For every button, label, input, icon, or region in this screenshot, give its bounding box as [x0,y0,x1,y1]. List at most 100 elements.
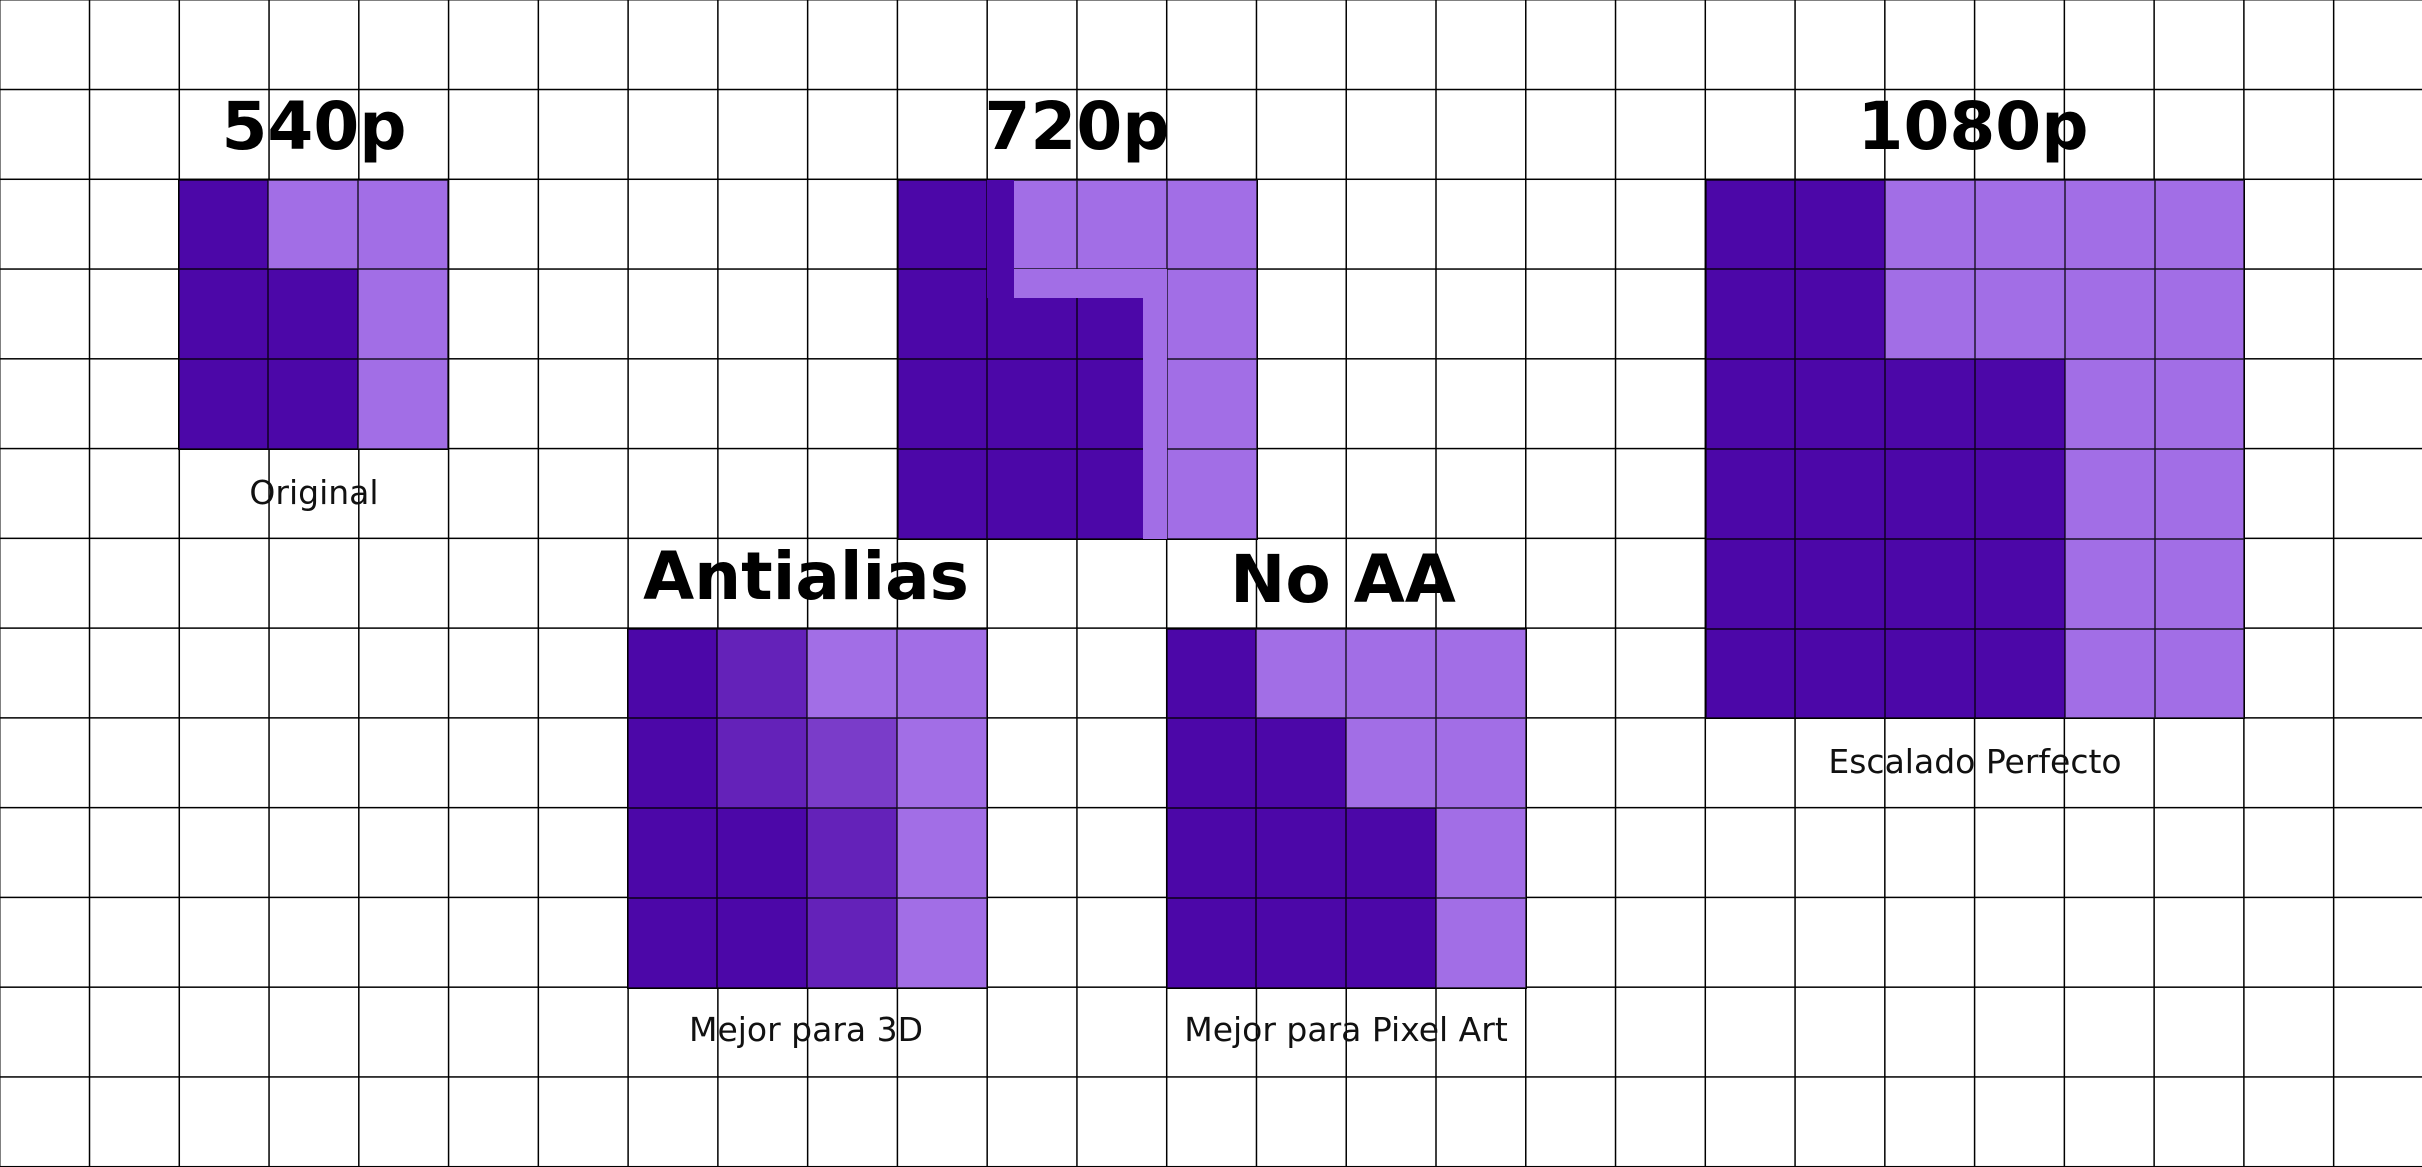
pixel-dark [178,269,269,360]
pixel-light [358,269,448,360]
pixel-dark [1885,628,1975,719]
caption-antialias: Mejor para 3D [688,1010,924,1049]
pixel-dark [1795,448,1886,539]
title-antialias: Antialias [643,538,969,615]
pixel-dark [1885,538,1975,629]
pixel-light [2064,179,2155,270]
title-540p: 540p [221,88,407,165]
caption-1080p: Escalado Perfecto [1828,742,2122,781]
pixel-light [1974,269,2065,360]
pixel-light [1346,628,1436,719]
pixel-dark [1166,718,1257,809]
pixel-dark [178,359,269,449]
pixel-dark [1705,359,1796,449]
pixel-light [1166,448,1257,539]
pixel-light [1346,718,1436,809]
pixel-dark [268,359,359,449]
pixel-dark [1256,808,1347,898]
pixel-dark [1795,359,1886,449]
pixel-light [2154,628,2245,719]
pixel-light [1885,269,1975,360]
pixel-light [2064,628,2155,719]
title-1080p: 1080p [1857,88,2089,165]
pixel-dark [1705,179,1796,270]
caption-540p: Original [249,473,379,512]
pixel-light [1974,179,2065,270]
pixel-medium [717,628,808,719]
pixel-mid-light [807,718,897,809]
pixel-grid-1080p [1704,178,2246,720]
pixel-light [896,897,987,988]
pixel-dark [178,179,269,270]
pixel-dark [1795,179,1886,270]
pixel-light [2154,269,2245,360]
pixel-medium [717,718,808,809]
pixel-light [1435,808,1526,898]
pixel-dark [627,808,718,898]
pixel-dark [268,269,359,360]
pixel-dark [1346,808,1436,898]
pixel-light [1435,718,1526,809]
pixel-dark [1885,359,1975,449]
pixel-light [358,359,448,449]
pixel-dark [1974,628,2065,719]
pixel-dark [1885,448,1975,539]
pixel-light [268,179,359,270]
title-720p: 720p [984,88,1170,165]
pixel-light [2064,448,2155,539]
pixel-medium [807,897,897,988]
pixel-light [1166,269,1257,360]
pixel-dark [897,269,988,360]
pixel-light [807,628,897,719]
title-no-aa: No AA [1230,541,1456,618]
pixel-dark [1705,269,1796,360]
pixel-light [1435,897,1526,988]
pixel-dark [1256,897,1347,988]
pixel-dark [1705,448,1796,539]
pixel-dark [627,628,718,719]
pixel-light [896,718,987,809]
pixel-grid-antialias [626,627,988,989]
pixel-light [1885,179,1975,270]
pixel-dark [1705,628,1796,719]
caption-no-aa: Mejor para Pixel Art [1184,1010,1508,1049]
pixel-dark [897,359,988,449]
pixel-grid-540p [177,178,449,450]
pixel-dark [1795,538,1886,629]
pixel-dark [1974,538,2065,629]
pixel-light [2154,179,2245,270]
scaled-edge-dark [987,179,1015,299]
pixel-light [1256,628,1347,719]
pixel-dark [1166,628,1257,719]
pixel-light [2064,538,2155,629]
pixel-light [2064,269,2155,360]
pixel-dark [1974,448,2065,539]
pixel-light [896,808,987,898]
pixel-dark [627,897,718,988]
pixel-dark [1795,628,1886,719]
pixel-light [1077,179,1167,270]
pixel-light [1435,628,1526,719]
scaled-edge-light [1142,298,1167,539]
pixel-light [2154,359,2245,449]
pixel-dark [1346,897,1436,988]
pixel-light [2064,359,2155,449]
pixel-light [2154,448,2245,539]
pixel-dark [627,718,718,809]
pixel-dark [1705,538,1796,629]
pixel-dark [1795,269,1886,360]
pixel-light [2154,538,2245,629]
pixel-dark [897,448,988,539]
pixel-light [1166,359,1257,449]
pixel-grid-720p [896,178,1258,540]
pixel-dark [717,897,808,988]
pixel-dark [717,808,808,898]
pixel-grid-no-aa [1165,627,1527,989]
pixel-medium [807,808,897,898]
pixel-dark [1166,897,1257,988]
pixel-dark [1166,808,1257,898]
pixel-light [1166,179,1257,270]
pixel-dark [987,448,1078,539]
pixel-light [896,628,987,719]
